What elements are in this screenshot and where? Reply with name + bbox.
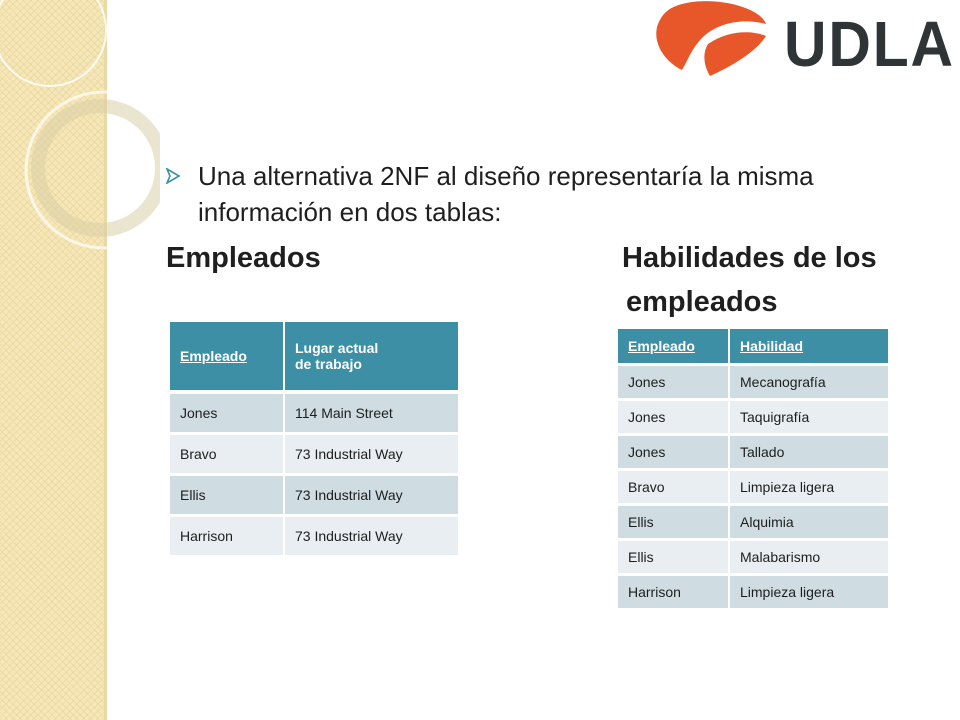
cell-empleado: Harrison [170, 517, 285, 558]
cell-empleado: Jones [618, 436, 730, 471]
table-row: Jones 114 Main Street [170, 394, 458, 435]
column-header-lugar: Lugar actual de trabajo [285, 322, 458, 394]
cell-lugar: 73 Industrial Way [285, 476, 458, 517]
bullet-text: Una alternativa 2NF al diseño representa… [198, 161, 814, 227]
cell-lugar: 114 Main Street [285, 394, 458, 435]
table-row: Bravo Limpieza ligera [618, 471, 888, 506]
table-row: Bravo 73 Industrial Way [170, 435, 458, 476]
heading-empleados: Empleados [166, 242, 321, 274]
strip-edge [104, 0, 107, 720]
cell-empleado: Jones [618, 366, 730, 401]
cell-empleado: Harrison [618, 576, 730, 611]
header-line: Lugar actual [295, 340, 379, 356]
cell-empleado: Jones [170, 394, 285, 435]
cell-empleado: Ellis [618, 541, 730, 576]
table-header-row: Empleado Lugar actual de trabajo [170, 322, 458, 394]
cell-habilidad: Taquigrafía [730, 401, 888, 436]
table-row: Ellis 73 Industrial Way [170, 476, 458, 517]
table-row: Jones Mecanografía [618, 366, 888, 401]
cell-habilidad: Tallado [730, 436, 888, 471]
table-empleados: Empleado Lugar actual de trabajo Jones 1… [170, 322, 458, 558]
column-header-empleado: Empleado [618, 329, 730, 366]
cell-habilidad: Malabarismo [730, 541, 888, 576]
cell-habilidad: Alquimia [730, 506, 888, 541]
column-header-habilidad: Habilidad [730, 329, 888, 366]
header-line: de trabajo [295, 356, 362, 372]
cell-lugar: 73 Industrial Way [285, 517, 458, 558]
table-habilidades: Empleado Habilidad Jones Mecanografía Jo… [618, 329, 888, 611]
cell-empleado: Jones [618, 401, 730, 436]
table-row: Ellis Alquimia [618, 506, 888, 541]
decorative-circles [0, 0, 160, 250]
cell-habilidad: Mecanografía [730, 366, 888, 401]
cell-habilidad: Limpieza ligera [730, 471, 888, 506]
table-row: Jones Taquigrafía [618, 401, 888, 436]
table-row: Harrison Limpieza ligera [618, 576, 888, 611]
cell-lugar: 73 Industrial Way [285, 435, 458, 476]
udla-logo [656, 1, 766, 76]
table-row: Jones Tallado [618, 436, 888, 471]
cell-habilidad: Limpieza ligera [730, 576, 888, 611]
table-row: Harrison 73 Industrial Way [170, 517, 458, 558]
cell-empleado: Bravo [618, 471, 730, 506]
cell-empleado: Bravo [170, 435, 285, 476]
logo-text: UDLA [784, 8, 955, 80]
heading-habilidades: Habilidades de los [622, 242, 877, 274]
cell-empleado: Ellis [170, 476, 285, 517]
table-header-row: Empleado Habilidad [618, 329, 888, 366]
column-header-empleado: Empleado [170, 322, 285, 394]
arrow-bullet-icon [166, 168, 180, 184]
heading-habilidades-line2: empleados [626, 286, 778, 318]
table-row: Ellis Malabarismo [618, 541, 888, 576]
cell-empleado: Ellis [618, 506, 730, 541]
